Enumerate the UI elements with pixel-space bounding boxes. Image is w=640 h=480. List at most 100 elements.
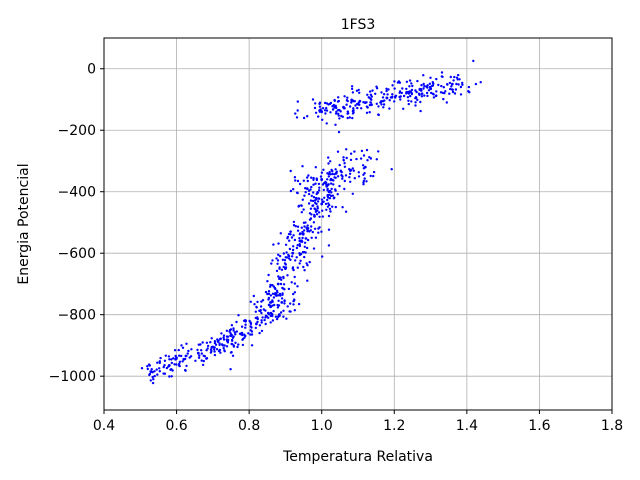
data-point [350, 87, 354, 91]
data-point [311, 98, 315, 101]
data-point [256, 300, 259, 304]
data-point [267, 313, 271, 316]
data-point [401, 87, 404, 90]
data-point [382, 103, 386, 106]
data-point [388, 99, 391, 102]
data-point [319, 108, 322, 111]
data-point [156, 361, 159, 364]
data-point [383, 99, 386, 102]
data-point [305, 262, 308, 265]
data-point [150, 368, 153, 371]
data-point [168, 375, 171, 378]
data-point [256, 320, 259, 324]
data-point [370, 98, 373, 102]
axis-ticks: 0.4 0.6 0.8 1.0 1.2 1.4 1.6 1.8 −1000 −800 −600 −40… [49, 62, 623, 434]
data-point [351, 167, 354, 170]
data-point [292, 220, 296, 224]
data-point [318, 186, 321, 189]
data-point [422, 82, 425, 86]
data-point [148, 364, 151, 367]
data-point [298, 253, 302, 257]
data-point [210, 337, 213, 340]
data-point [310, 176, 313, 179]
data-point [280, 278, 283, 281]
data-point [372, 170, 376, 174]
data-point [175, 363, 178, 366]
data-point [252, 294, 255, 298]
data-point [282, 309, 285, 312]
data-point [414, 101, 417, 104]
data-point [256, 317, 259, 320]
data-point [455, 76, 459, 79]
data-point [342, 156, 345, 159]
data-point [285, 317, 288, 320]
data-point [319, 175, 323, 178]
data-point [375, 85, 378, 88]
data-point [158, 360, 161, 363]
data-point [337, 108, 340, 112]
data-point [393, 87, 396, 90]
data-point [409, 94, 412, 98]
data-point [230, 351, 233, 354]
data-point [336, 193, 339, 196]
data-point [343, 187, 346, 191]
data-point [178, 360, 182, 363]
data-point [349, 180, 352, 183]
data-point [226, 335, 230, 338]
data-point [416, 79, 419, 83]
data-point [254, 310, 257, 313]
data-point [146, 367, 149, 371]
data-point [302, 179, 305, 182]
data-point [334, 112, 338, 115]
y-tick-label: −800 [58, 308, 96, 324]
data-point [298, 243, 301, 246]
data-point [308, 230, 311, 233]
data-point [390, 168, 393, 171]
data-point [284, 267, 287, 270]
data-point [368, 111, 371, 114]
data-point [186, 352, 189, 355]
data-point [312, 196, 316, 199]
data-point [280, 268, 284, 271]
data-point [200, 359, 203, 362]
data-point [185, 364, 188, 368]
data-point [264, 309, 267, 312]
data-point [303, 269, 306, 272]
data-point [336, 175, 340, 178]
data-point [286, 274, 289, 277]
y-tick-label: −1000 [49, 369, 96, 385]
data-point [314, 111, 318, 115]
data-point [170, 358, 173, 361]
data-point [323, 109, 327, 112]
chart-title: 1FS3 [341, 17, 376, 33]
data-point [231, 354, 235, 357]
data-point [294, 259, 297, 262]
data-point [235, 330, 238, 333]
data-point [234, 341, 237, 344]
data-point [277, 253, 280, 256]
data-point [426, 84, 429, 87]
data-point [296, 179, 300, 183]
data-point [271, 292, 275, 295]
data-point [311, 230, 314, 234]
data-point [435, 77, 438, 81]
data-point [281, 258, 285, 261]
data-point [269, 285, 272, 288]
data-point [316, 205, 319, 208]
data-point [181, 360, 184, 363]
data-point [338, 184, 341, 188]
data-point [334, 104, 337, 108]
data-point [422, 87, 425, 90]
data-point [233, 331, 237, 334]
data-point [414, 104, 417, 107]
data-point [380, 91, 383, 94]
data-point [283, 299, 286, 303]
data-point [288, 239, 291, 242]
data-point [382, 106, 385, 109]
data-point [317, 189, 321, 192]
data-point [339, 110, 342, 113]
data-point [198, 354, 201, 357]
data-point [220, 332, 223, 335]
data-point [327, 244, 331, 247]
data-point [167, 355, 171, 358]
